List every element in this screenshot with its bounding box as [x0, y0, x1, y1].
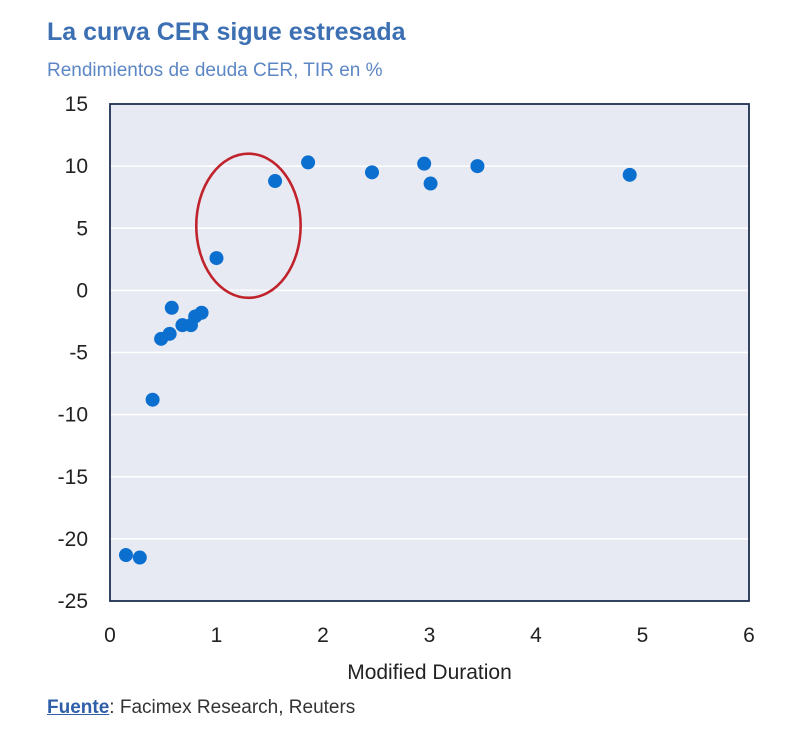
chart-subtitle: Rendimientos de deuda CER, TIR en % — [47, 60, 383, 81]
y-tick-label: 15 — [65, 93, 88, 116]
data-point — [622, 167, 637, 182]
y-tick-label: -20 — [58, 528, 88, 551]
data-point — [118, 548, 133, 563]
data-point — [301, 155, 316, 170]
data-point — [132, 550, 147, 565]
y-tick-label: 0 — [76, 279, 88, 302]
data-point — [268, 174, 283, 189]
data-point — [194, 305, 209, 320]
plot-frame — [109, 103, 750, 602]
x-tick-label: 1 — [211, 624, 223, 647]
y-tick-label: 5 — [76, 217, 88, 240]
source-note: Fuente: Facimex Research, Reuters — [47, 697, 355, 719]
highlight-ellipse — [194, 152, 302, 300]
x-tick-label: 5 — [637, 624, 649, 647]
y-tick-label: -10 — [58, 404, 88, 427]
y-tick-label: -5 — [69, 342, 88, 365]
x-tick-label: 0 — [104, 624, 116, 647]
x-tick-label: 3 — [424, 624, 436, 647]
source-text: : Facimex Research, Reuters — [109, 697, 356, 718]
data-point — [364, 165, 379, 180]
x-axis-label: Modified Duration — [347, 661, 512, 684]
y-tick-label: -15 — [58, 466, 88, 489]
x-tick-label: 2 — [317, 624, 329, 647]
y-tick-label: 10 — [65, 155, 88, 178]
data-point — [145, 392, 160, 407]
data-point — [162, 326, 177, 341]
x-tick-label: 4 — [530, 624, 542, 647]
y-tick-label: -25 — [58, 590, 88, 613]
data-point — [423, 176, 438, 191]
chart-title: La curva CER sigue estresada — [47, 18, 406, 46]
data-point — [470, 159, 485, 174]
x-tick-label: 6 — [743, 624, 755, 647]
data-point — [417, 156, 432, 171]
data-point — [164, 300, 179, 315]
source-label: Fuente — [47, 697, 110, 718]
data-point — [209, 251, 224, 266]
